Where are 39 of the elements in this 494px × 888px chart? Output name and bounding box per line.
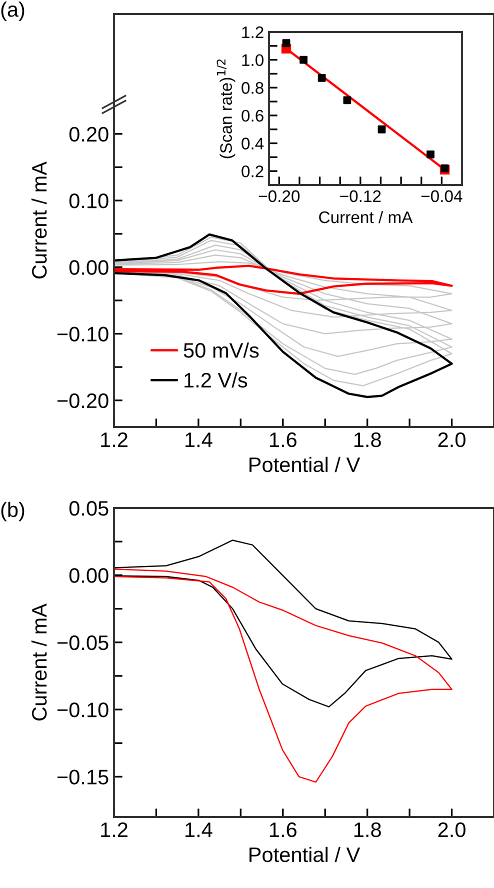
x-tick-label: −0.12 [340,190,381,202]
x-axis-title: Current / mA [319,210,413,224]
text: (b) [1,502,24,522]
y-tick-label: 0.6 [242,110,264,122]
y-tick-label: −0.05 [57,635,108,650]
x-tick-label: 1.6 [270,432,296,448]
y-tick-label: 0.10 [69,194,108,208]
x-tick-label: 2.0 [438,822,466,838]
y-tick-label: −0.10 [57,702,108,718]
x-tick-label: −0.04 [421,190,462,202]
x-tick-label: 1.4 [186,432,212,447]
y-tick-label: 0.8 [242,82,264,94]
y-tick-label: 0.2 [242,165,264,178]
legend-label: 1.2 V/s [184,372,248,388]
x-tick-label: 1.2 [101,432,128,447]
x-tick-label: 1.8 [354,822,381,838]
y-axis-title: (Scan rate)$^{1/2}$ [216,59,236,158]
y-tick-label: −0.15 [57,770,108,784]
y-tick-label: 1.2 [242,26,264,38]
y-axis-title: Current / mA [31,161,47,278]
y-tick-label: 0.05 [69,501,108,516]
x-tick-label: 1.6 [270,822,296,838]
y-tick-label: 0.00 [69,260,108,275]
text: (a) [1,2,24,22]
x-tick-label: 1.2 [101,822,128,837]
y-tick-label: −0.10 [57,326,108,342]
y-tick-label: −0.20 [57,393,108,408]
x-tick-label: 1.4 [186,822,212,837]
y-tick-label: 1.0 [242,54,264,66]
y-tick-label: 0.00 [69,568,108,583]
y-tick-label: 0.4 [242,138,264,150]
x-tick-label: −0.20 [258,190,300,202]
legend-label: 50 mV/s [184,342,259,358]
x-axis-title: Potential / V [250,456,360,472]
y-axis-title: Current / mA [31,603,47,720]
y-tick-label: 0.20 [69,126,108,142]
x-tick-label: 2.0 [438,432,466,448]
x-axis-title: Potential / V [250,846,360,862]
x-tick-label: 1.8 [354,432,381,448]
